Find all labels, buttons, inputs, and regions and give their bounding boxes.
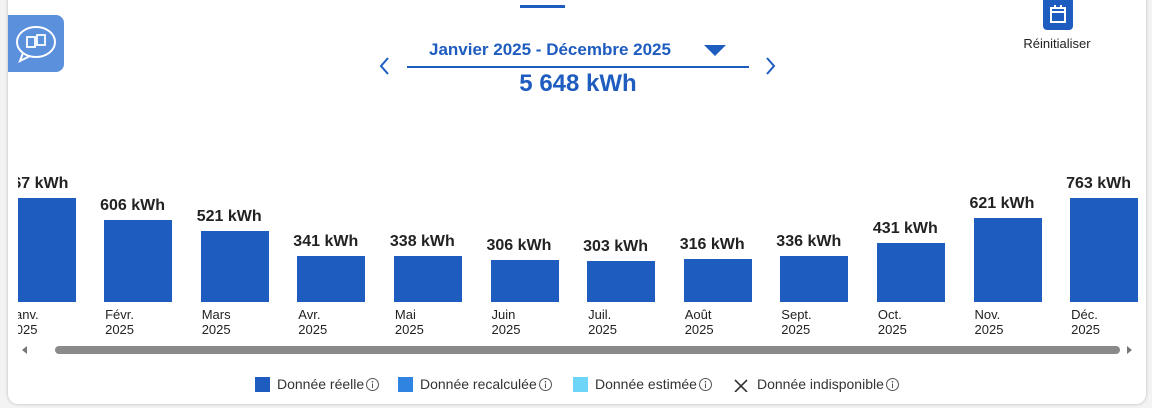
value-label: 431 kWh [872,220,938,238]
legend-item[interactable]: Donnée indisponible [733,376,899,393]
value-label: 338 kWh [389,233,455,251]
legend-swatch [398,376,413,392]
legend-cross [733,376,749,393]
x-tick-label: Janv. 2025 [18,307,39,337]
bar [876,243,945,302]
bar [780,256,849,302]
value-label: 606 kWh [100,196,166,214]
legend-item[interactable]: Donnée recalculée [398,376,552,392]
calendar-icon [1050,5,1066,23]
bar [587,260,656,302]
total: 5 648 kWh [519,70,637,97]
legend-item[interactable]: Donnée réelle [255,376,380,392]
legend-label: Donnée recalculée [420,376,537,392]
x-tick-label: Août 2025 [684,307,714,337]
info-icon[interactable] [366,377,380,391]
feedback-button[interactable] [8,15,64,72]
info-icon[interactable] [538,377,552,391]
value-label: 316 kWh [679,236,745,254]
value-label: 767 kWh [18,174,69,192]
reset-button[interactable] [1043,0,1073,30]
bar [973,217,1042,302]
legend-label: Donnée réelle [277,376,365,392]
feedback-icon [16,26,56,64]
legend-label: Donnée estimée [595,376,697,392]
bar [297,255,366,302]
bar [18,197,76,302]
value-label: 336 kWh [776,233,842,251]
x-tick-label: Avr. 2025 [298,307,328,337]
bar [490,260,559,302]
x-tick-label: Févr. 2025 [105,307,135,337]
info-icon[interactable] [698,377,712,391]
bar [104,219,173,302]
period-select[interactable]: Janvier 2025 - Décembre 2025 [407,38,749,68]
x-tick-label: Sept. 2025 [781,307,812,337]
legend-item[interactable]: Donnée estimée [573,376,712,392]
next-period[interactable] [760,55,780,77]
info-icon[interactable] [885,377,899,391]
legend-swatch [255,376,270,392]
prev-period[interactable] [375,55,395,77]
bar [1070,198,1138,302]
scrollbar[interactable] [18,342,1138,358]
x-tick-label: Déc. 2025 [1071,307,1101,337]
x-tick-label: Nov. 2025 [974,307,1004,337]
x-tick-label: Mai 2025 [394,307,424,337]
x-tick-label: Juin 2025 [491,307,521,337]
legend-label: Donnée indisponible [757,376,884,392]
value-label: 521 kWh [196,208,262,226]
value-label: 341 kWh [293,232,359,250]
value-label: 303 kWh [583,237,649,255]
value-label: 621 kWh [969,194,1035,212]
legend-swatch [573,376,588,392]
dropdown-arrow [704,45,726,56]
reset-label: Réinitialiser [1023,36,1091,51]
value-label: 763 kWh [1066,175,1132,193]
x-tick-label: Juil. 2025 [588,307,618,337]
x-tick-label: Oct. 2025 [877,307,907,337]
chart: 767 kWh Janv. 2025 606 kWh Févr. 2025 521 kW… [18,160,1138,340]
bar [393,256,462,302]
bar [200,231,269,302]
tab-indicator [520,5,565,8]
period-label: Janvier 2025 - Décembre 2025 [429,40,671,59]
value-label: 306 kWh [486,237,552,255]
x-tick-label: Mars 2025 [201,307,231,337]
bar [683,259,752,302]
